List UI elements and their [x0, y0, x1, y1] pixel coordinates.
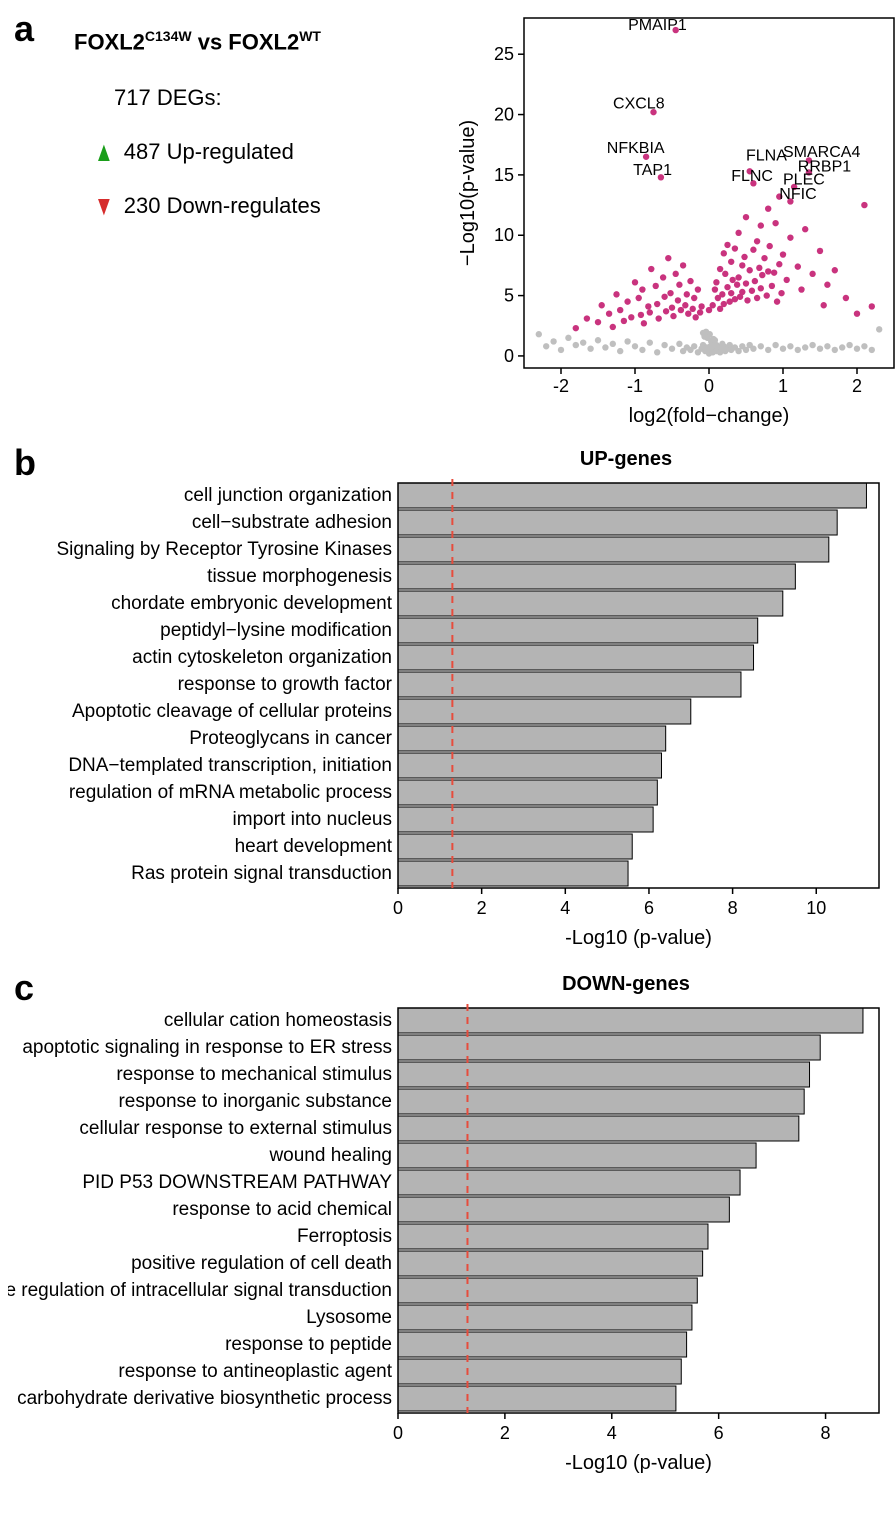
svg-text:response to inorganic substanc: response to inorganic substance: [118, 1091, 392, 1112]
svg-text:0: 0: [393, 1423, 403, 1443]
svg-text:Signaling by Receptor Tyrosine: Signaling by Receptor Tyrosine Kinases: [56, 539, 392, 560]
figure: a FOXL2C134W vs FOXL2WT 717 DEGs: 487 Up…: [8, 8, 896, 1488]
svg-text:wound healing: wound healing: [268, 1145, 392, 1166]
svg-text:cellular cation homeostasis: cellular cation homeostasis: [164, 1010, 392, 1031]
svg-text:0: 0: [704, 376, 714, 396]
svg-text:negative regulation of intrace: negative regulation of intracellular sig…: [8, 1280, 392, 1301]
svg-text:heart development: heart development: [235, 836, 393, 857]
svg-text:TAP1: TAP1: [633, 162, 672, 179]
svg-text:FLNC: FLNC: [731, 168, 773, 185]
svg-text:6: 6: [644, 898, 654, 918]
panel-a-label: a: [14, 8, 34, 50]
panel-c-label: c: [14, 967, 34, 1009]
svg-text:PMAIP1: PMAIP1: [628, 17, 687, 34]
svg-text:cellular response to external: cellular response to external stimulus: [79, 1118, 392, 1139]
down-regulated-line: 230 Down-regulates: [94, 193, 454, 219]
svg-text:6: 6: [714, 1423, 724, 1443]
up-genes-barchart: cell junction organization cell−substrate…: [8, 477, 896, 958]
svg-text:8: 8: [821, 1423, 831, 1443]
svg-text:NFIC: NFIC: [779, 186, 816, 203]
svg-text:10: 10: [494, 225, 514, 245]
svg-text:-2: -2: [553, 376, 569, 396]
panel-b: b UP-genes cell junction organizationcel…: [8, 448, 896, 963]
svg-text:response to acid chemical: response to acid chemical: [172, 1199, 392, 1220]
panel-b-title: UP-genes: [348, 448, 896, 471]
svg-text:response to mechanical stimulu: response to mechanical stimulus: [116, 1064, 392, 1085]
svg-text:DNA−templated transcription, i: DNA−templated transcription, initiation: [68, 755, 392, 776]
panel-a-summary: FOXL2C134W vs FOXL2WT 717 DEGs: 487 Up-r…: [8, 8, 454, 247]
svg-text:response to growth factor: response to growth factor: [178, 674, 393, 695]
svg-text:Ras protein signal transductio: Ras protein signal transduction: [131, 863, 392, 884]
svg-text:Lysosome: Lysosome: [306, 1307, 392, 1328]
title-sup1: C134W: [145, 28, 192, 44]
panel-c-title: DOWN-genes: [348, 973, 896, 996]
svg-text:FLNA: FLNA: [746, 147, 787, 164]
svg-text:10: 10: [806, 898, 826, 918]
deg-count: 717 DEGs:: [114, 85, 454, 111]
up-text: 487 Up-regulated: [124, 139, 294, 165]
svg-text:8: 8: [728, 898, 738, 918]
svg-text:4: 4: [607, 1423, 617, 1443]
svg-text:chordate embryonic development: chordate embryonic development: [111, 593, 393, 614]
svg-text:0: 0: [504, 346, 514, 366]
svg-text:cell−substrate adhesion: cell−substrate adhesion: [192, 512, 392, 533]
svg-text:Apoptotic cleavage of cellular: Apoptotic cleavage of cellular proteins: [72, 701, 392, 722]
down-text: 230 Down-regulates: [124, 193, 321, 219]
svg-text:NFKBIA: NFKBIA: [607, 140, 665, 157]
volcano-plot: -2-10120510152025log2(fold−change)−Log10…: [454, 8, 896, 438]
title-sup2: WT: [299, 28, 321, 44]
down-genes-barchart: cellular cation homeostasis apoptotic sig…: [8, 1002, 896, 1483]
svg-text:2: 2: [500, 1423, 510, 1443]
title-mid: vs FOXL2: [192, 29, 300, 54]
svg-text:−Log10(p-value): −Log10(p-value): [457, 120, 479, 266]
svg-text:CXCL8: CXCL8: [613, 96, 665, 113]
svg-text:1: 1: [778, 376, 788, 396]
svg-text:import into nucleus: import into nucleus: [233, 809, 392, 830]
up-regulated-line: 487 Up-regulated: [94, 139, 454, 165]
svg-text:4: 4: [560, 898, 570, 918]
svg-text:15: 15: [494, 165, 514, 185]
svg-text:Ferroptosis: Ferroptosis: [297, 1226, 392, 1247]
svg-text:regulation of mRNA metabolic p: regulation of mRNA metabolic process: [69, 782, 392, 803]
svg-text:25: 25: [494, 44, 514, 64]
svg-text:-Log10 (p-value): -Log10 (p-value): [565, 927, 712, 949]
svg-text:-Log10 (p-value): -Log10 (p-value): [565, 1452, 712, 1474]
svg-text:5: 5: [504, 286, 514, 306]
svg-text:carbohydrate derivative biosyn: carbohydrate derivative biosynthetic pro…: [17, 1388, 392, 1409]
svg-text:positive regulation of cell de: positive regulation of cell death: [131, 1253, 392, 1274]
svg-text:2: 2: [852, 376, 862, 396]
svg-text:log2(fold−change): log2(fold−change): [629, 405, 790, 427]
svg-text:PID P53 DOWNSTREAM PATHWAY: PID P53 DOWNSTREAM PATHWAY: [82, 1172, 392, 1193]
svg-text:20: 20: [494, 105, 514, 125]
svg-text:2: 2: [477, 898, 487, 918]
svg-text:-1: -1: [627, 376, 643, 396]
svg-text:cell junction organization: cell junction organization: [184, 485, 392, 506]
svg-text:peptidyl−lysine modification: peptidyl−lysine modification: [160, 620, 392, 641]
panel-a: a FOXL2C134W vs FOXL2WT 717 DEGs: 487 Up…: [8, 8, 896, 438]
svg-text:Proteoglycans in cancer: Proteoglycans in cancer: [189, 728, 392, 749]
svg-text:tissue morphogenesis: tissue morphogenesis: [207, 566, 392, 587]
svg-text:apoptotic signaling in respons: apoptotic signaling in response to ER st…: [22, 1037, 392, 1058]
svg-text:response to peptide: response to peptide: [225, 1334, 392, 1355]
svg-text:actin cytoskeleton organizatio: actin cytoskeleton organization: [132, 647, 392, 668]
arrow-down-icon: [94, 193, 114, 219]
arrow-up-icon: [94, 139, 114, 165]
svg-text:response to antineoplastic age: response to antineoplastic agent: [118, 1361, 392, 1382]
panel-b-label: b: [14, 442, 36, 484]
panel-c: c DOWN-genes cellular cation homeostasis…: [8, 973, 896, 1488]
comparison-title: FOXL2C134W vs FOXL2WT: [74, 28, 454, 55]
title-prefix: FOXL2: [74, 29, 145, 54]
svg-text:0: 0: [393, 898, 403, 918]
